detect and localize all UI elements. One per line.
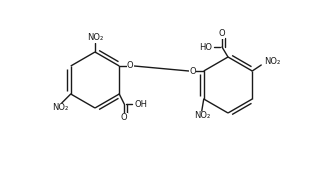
Text: OH: OH [134,99,147,108]
Text: NO₂: NO₂ [51,103,68,112]
Text: NO₂: NO₂ [264,57,280,66]
Text: O: O [219,30,225,39]
Text: NO₂: NO₂ [194,112,210,121]
Text: O: O [190,66,196,75]
Text: NO₂: NO₂ [87,34,103,43]
Text: O: O [127,61,133,71]
Text: HO: HO [199,43,212,52]
Text: O: O [121,112,128,121]
